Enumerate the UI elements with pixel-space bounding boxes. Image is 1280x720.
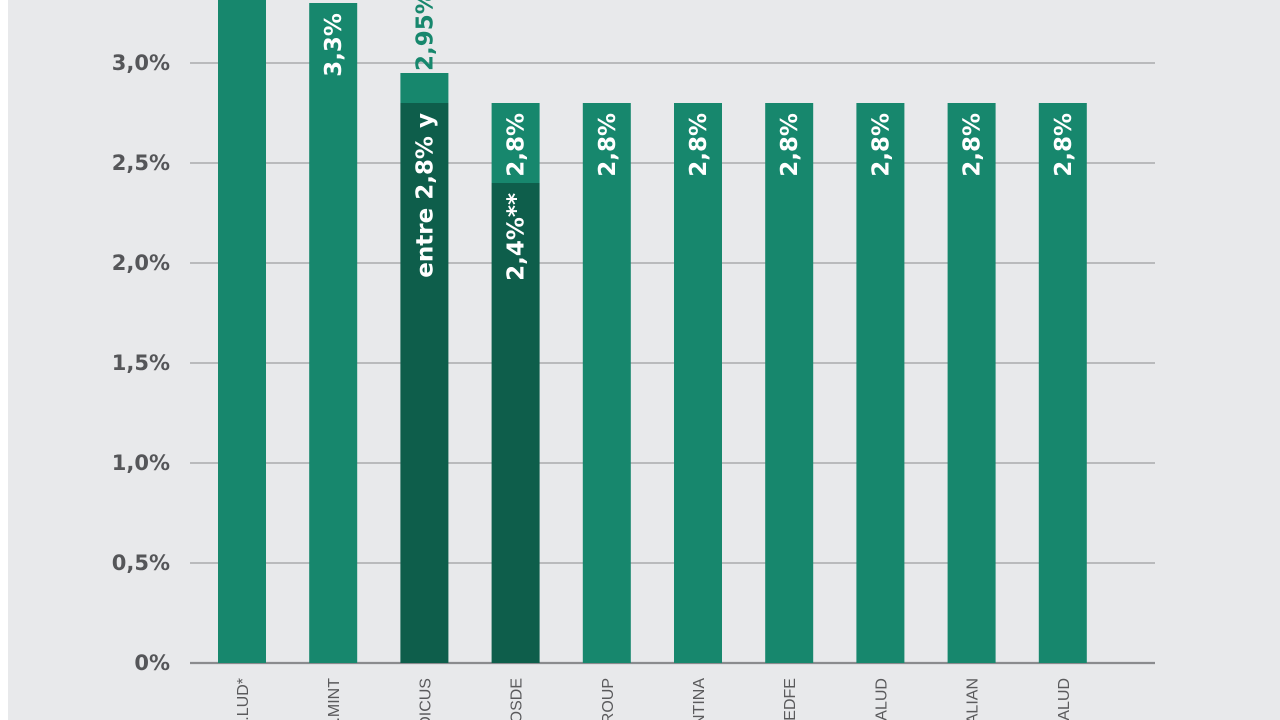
bar-upper-segment (491, 103, 540, 183)
x-axis-ticks: ...LUD* ...MINT ...DICUS ...OSDE ...ROUP ...N… (235, 678, 1073, 720)
y-tick-label: 2,5% (112, 151, 170, 175)
bar (218, 0, 266, 663)
x-tick-label: ...NTINA (691, 678, 708, 720)
y-tick-label: 1,0% (112, 451, 170, 475)
y-axis-ticks: 0% 0,5% 1,0% 1,5% 2,0% 2,5% 3,0% (112, 51, 170, 675)
bar (674, 103, 722, 663)
data-label: 2,8% (960, 113, 986, 177)
x-tick-label: ...ALIAN (965, 678, 982, 720)
bar (1038, 103, 1087, 663)
y-tick-label: 3,0% (112, 51, 170, 75)
data-label: 2,4%** (504, 193, 530, 281)
x-tick-label: ...ALUD (1056, 678, 1073, 720)
data-label: 2,8% (686, 113, 712, 177)
data-label: entre 2,8% y (412, 113, 438, 278)
x-tick-label: ...DICUS (417, 678, 434, 720)
bar-upper-segment (400, 73, 449, 103)
y-tick-label: 0% (134, 651, 170, 675)
bar (400, 103, 449, 663)
data-labels: 3,3% entre 2,8% y 2,95% 2,4%** 2,8% 2,8% 2,8% 2… (321, 0, 1077, 281)
data-label-upper: 2,95% (412, 0, 438, 71)
x-tick-label: ...OSDE (509, 678, 526, 720)
y-tick-label: 0,5% (112, 551, 170, 575)
x-tick-label: ...ALUD (873, 678, 890, 720)
data-label: 3,3% (321, 13, 347, 77)
data-label: 2,8% (595, 113, 621, 177)
bar (491, 183, 540, 663)
bar (765, 103, 814, 663)
x-tick-label: ...EDFE (782, 678, 799, 720)
bar (582, 103, 631, 663)
x-tick-label: ...MINT (326, 678, 343, 720)
data-label-upper: 2,8% (504, 113, 530, 177)
y-tick-label: 1,5% (112, 351, 170, 375)
data-label: 2,8% (777, 113, 803, 177)
x-tick-label: ...LUD* (235, 678, 252, 720)
y-tick-label: 2,0% (112, 251, 170, 275)
data-label: 2,8% (1051, 113, 1077, 177)
bars (218, 0, 1087, 663)
bar (947, 103, 996, 663)
chart-background (8, 0, 1280, 720)
bar (309, 3, 358, 663)
bar (856, 103, 905, 663)
data-label: 2,8% (868, 113, 894, 177)
x-tick-label: ...ROUP (600, 678, 617, 720)
